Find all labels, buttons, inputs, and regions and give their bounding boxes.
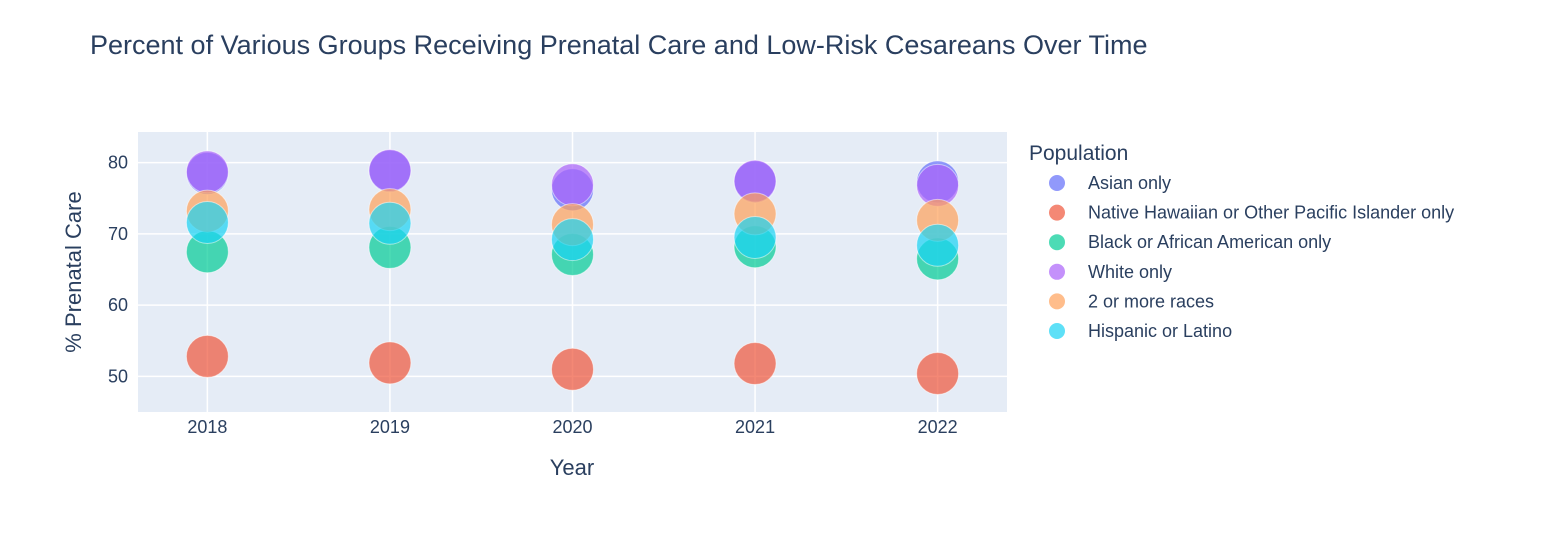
series-hispanic-or-latino xyxy=(185,200,960,267)
legend-label: Asian only xyxy=(1088,173,1171,193)
legend-marker xyxy=(1049,234,1065,251)
series-white-only xyxy=(185,148,960,207)
data-point xyxy=(551,218,594,262)
data-point xyxy=(916,352,960,396)
data-point xyxy=(185,200,229,244)
y-axis-ticks: 50 60 70 80 xyxy=(108,153,128,387)
x-tick-label: 2022 xyxy=(918,417,958,437)
series-native-hawaiian-or-other-pacific-islander-only xyxy=(185,334,960,396)
y-tick-label: 80 xyxy=(108,153,128,173)
y-tick-label: 70 xyxy=(108,224,128,244)
y-axis-title: % Prenatal Care xyxy=(61,191,86,352)
legend-label: Hispanic or Latino xyxy=(1088,321,1232,341)
data-point xyxy=(733,215,777,259)
legend-marker xyxy=(1049,323,1065,339)
x-tick-label: 2021 xyxy=(735,417,775,437)
x-tick-label: 2020 xyxy=(552,417,592,437)
data-point xyxy=(368,341,412,385)
legend-label: Native Hawaiian or Other Pacific Islande… xyxy=(1088,203,1454,223)
data-point xyxy=(185,150,229,194)
legend-title: Population xyxy=(1029,142,1128,165)
legend-marker xyxy=(1049,204,1065,221)
chart-title: Percent of Various Groups Receiving Pren… xyxy=(90,30,1147,60)
x-axis-title: Year xyxy=(550,455,594,480)
y-tick-label: 60 xyxy=(108,295,128,315)
data-point xyxy=(551,347,594,391)
legend-label: 2 or more races xyxy=(1088,291,1214,311)
data-points xyxy=(185,148,960,396)
data-point xyxy=(916,223,960,267)
data-point xyxy=(368,148,412,192)
x-axis-ticks: 2018 2019 2020 2021 2022 xyxy=(187,417,957,437)
x-tick-label: 2018 xyxy=(187,417,227,437)
data-point xyxy=(185,334,229,378)
data-point xyxy=(733,342,777,386)
legend-label: White only xyxy=(1088,262,1172,282)
data-point xyxy=(368,201,412,245)
x-tick-label: 2019 xyxy=(370,417,410,437)
legend-marker xyxy=(1049,175,1065,191)
legend: Population Asian only Native Hawaiian or … xyxy=(1029,142,1454,341)
data-point xyxy=(551,163,594,207)
legend-marker xyxy=(1049,263,1065,280)
y-tick-label: 50 xyxy=(108,366,128,386)
legend-label: Black or African American only xyxy=(1088,232,1331,252)
legend-marker xyxy=(1049,293,1065,310)
